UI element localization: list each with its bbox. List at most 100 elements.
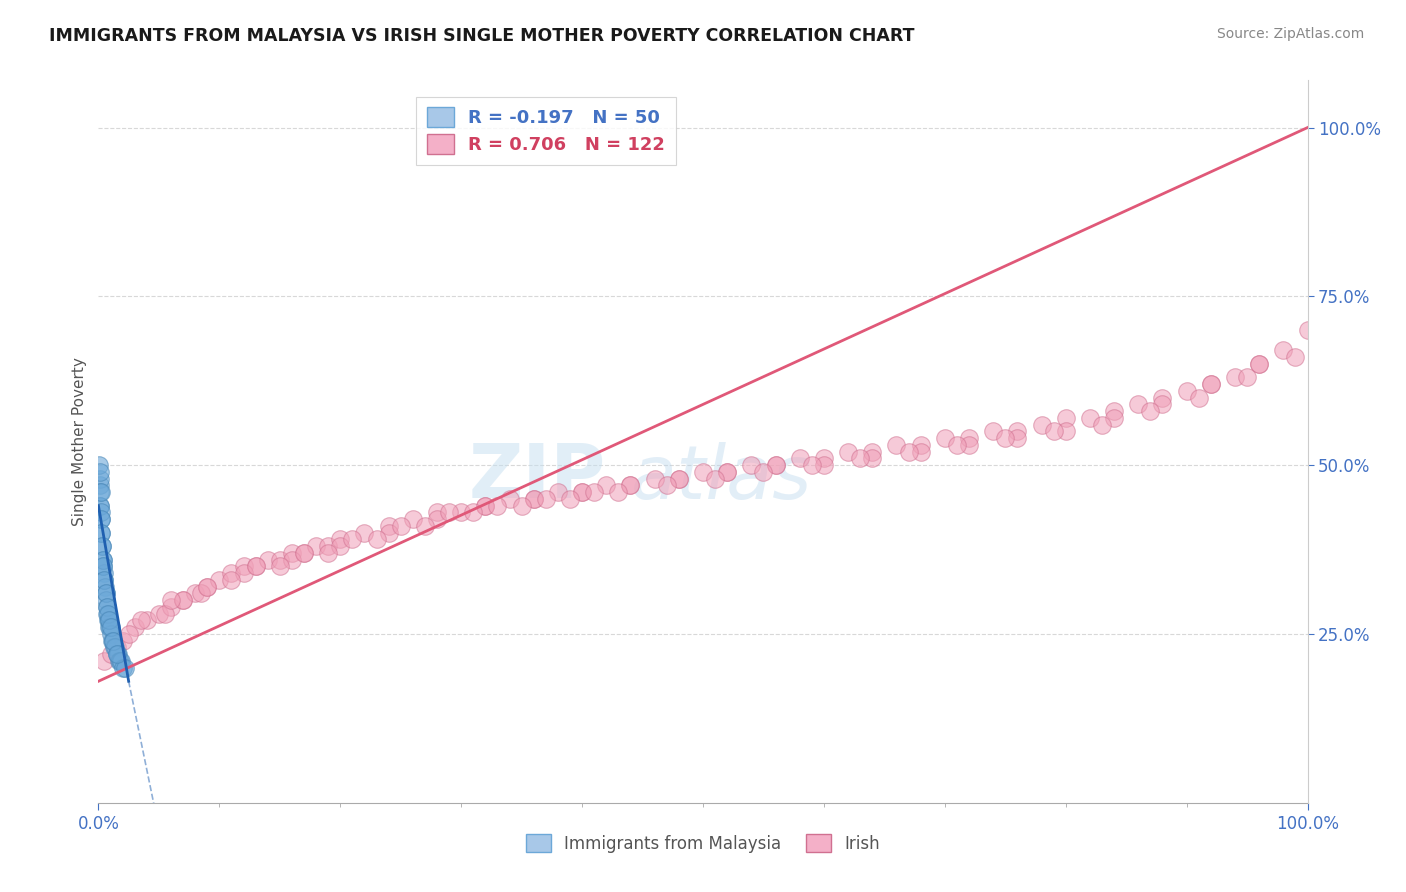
Point: [221, 573, 243, 587]
Text: Source: ZipAtlas.com: Source: ZipAtlas.com: [1216, 27, 1364, 41]
Point: [837, 444, 859, 458]
Point: [765, 458, 787, 472]
Point: [1042, 425, 1064, 439]
Point: [208, 573, 231, 587]
Point: [704, 472, 727, 486]
Point: [498, 491, 520, 506]
Point: [1139, 404, 1161, 418]
Point: [402, 512, 425, 526]
Point: [96, 607, 118, 621]
Point: [426, 512, 449, 526]
Point: [91, 552, 114, 566]
Point: [90, 512, 112, 526]
Point: [1236, 370, 1258, 384]
Point: [111, 661, 134, 675]
Point: [100, 627, 122, 641]
Point: [160, 599, 183, 614]
Point: [607, 485, 630, 500]
Point: [571, 485, 593, 500]
Point: [96, 593, 118, 607]
Point: [114, 661, 136, 675]
Point: [98, 620, 121, 634]
Text: IMMIGRANTS FROM MALAYSIA VS IRISH SINGLE MOTHER POVERTY CORRELATION CHART: IMMIGRANTS FROM MALAYSIA VS IRISH SINGLE…: [49, 27, 915, 45]
Point: [105, 647, 128, 661]
Point: [94, 580, 117, 594]
Point: [91, 539, 114, 553]
Point: [118, 627, 141, 641]
Point: [97, 607, 120, 621]
Y-axis label: Single Mother Poverty: Single Mother Poverty: [72, 357, 87, 526]
Point: [583, 485, 606, 500]
Point: [426, 505, 449, 519]
Point: [800, 458, 823, 472]
Point: [221, 566, 243, 581]
Point: [1054, 425, 1077, 439]
Point: [1199, 377, 1222, 392]
Point: [534, 491, 557, 506]
Point: [96, 599, 118, 614]
Point: [110, 654, 132, 668]
Point: [96, 599, 118, 614]
Point: [752, 465, 775, 479]
Point: [437, 505, 460, 519]
Point: [860, 451, 883, 466]
Point: [101, 633, 124, 648]
Point: [111, 633, 134, 648]
Point: [1175, 384, 1198, 398]
Point: [100, 647, 122, 661]
Point: [1199, 377, 1222, 392]
Point: [94, 586, 117, 600]
Point: [644, 472, 666, 486]
Point: [619, 478, 641, 492]
Point: [256, 552, 278, 566]
Point: [1249, 357, 1271, 371]
Point: [292, 546, 315, 560]
Point: [91, 539, 114, 553]
Point: [232, 566, 254, 581]
Point: [571, 485, 593, 500]
Point: [195, 580, 218, 594]
Point: [910, 438, 932, 452]
Point: [765, 458, 787, 472]
Point: [292, 546, 315, 560]
Point: [523, 491, 546, 506]
Point: [91, 552, 114, 566]
Point: [1272, 343, 1295, 358]
Point: [108, 654, 131, 668]
Point: [269, 552, 291, 566]
Point: [413, 519, 436, 533]
Point: [886, 438, 908, 452]
Point: [1007, 425, 1029, 439]
Point: [474, 499, 496, 513]
Point: [98, 620, 121, 634]
Text: atlas: atlas: [630, 442, 811, 514]
Point: [153, 607, 176, 621]
Point: [172, 593, 194, 607]
Point: [93, 566, 115, 581]
Point: [90, 505, 112, 519]
Point: [172, 593, 194, 607]
Point: [353, 525, 375, 540]
Point: [105, 640, 128, 655]
Point: [994, 431, 1017, 445]
Point: [813, 451, 835, 466]
Point: [619, 478, 641, 492]
Point: [329, 539, 352, 553]
Point: [474, 499, 496, 513]
Point: [523, 491, 546, 506]
Point: [1223, 370, 1246, 384]
Point: [897, 444, 920, 458]
Point: [558, 491, 581, 506]
Point: [1152, 391, 1174, 405]
Point: [89, 485, 111, 500]
Point: [692, 465, 714, 479]
Point: [160, 593, 183, 607]
Point: [232, 559, 254, 574]
Point: [668, 472, 690, 486]
Point: [184, 586, 207, 600]
Point: [107, 647, 129, 661]
Point: [89, 499, 111, 513]
Point: [329, 533, 352, 547]
Point: [316, 546, 339, 560]
Point: [245, 559, 267, 574]
